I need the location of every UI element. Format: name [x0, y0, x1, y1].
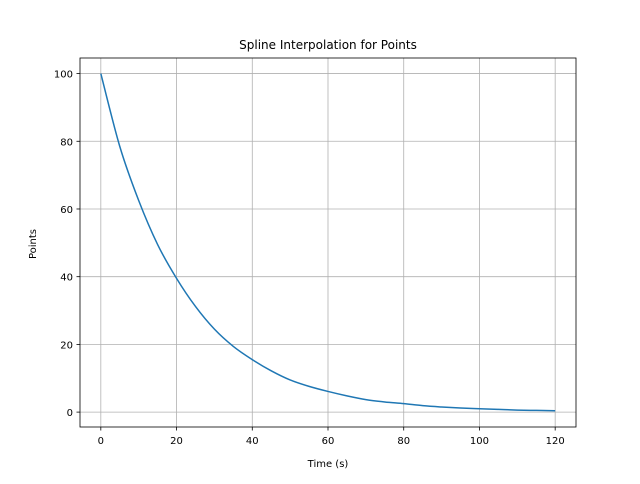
x-tick-label: 100 [470, 436, 489, 447]
y-tick-label: 0 [67, 408, 73, 419]
x-tick-label: 120 [546, 436, 565, 447]
y-tick-label: 20 [60, 340, 73, 351]
axes: 0 20 40 60 80 100 120 0 20 40 60 80 100 [54, 57, 577, 447]
y-tick-label: 80 [60, 137, 73, 148]
y-axis-label: Points [28, 229, 39, 259]
x-axis-label: Time (s) [307, 459, 349, 470]
grid [80, 58, 576, 427]
x-tick-label: 60 [322, 436, 335, 447]
y-tick-label: 60 [60, 205, 73, 216]
x-tick-label: 20 [170, 436, 183, 447]
y-tick-label: 100 [54, 70, 73, 81]
x-tick-label: 0 [98, 436, 104, 447]
x-tick-label: 40 [246, 436, 259, 447]
x-tick-label: 80 [397, 436, 410, 447]
series-layer [100, 73, 556, 412]
y-tick-label: 40 [60, 273, 73, 284]
chart-title: Spline Interpolation for Points [239, 38, 417, 52]
series-line-0 [100, 73, 556, 412]
